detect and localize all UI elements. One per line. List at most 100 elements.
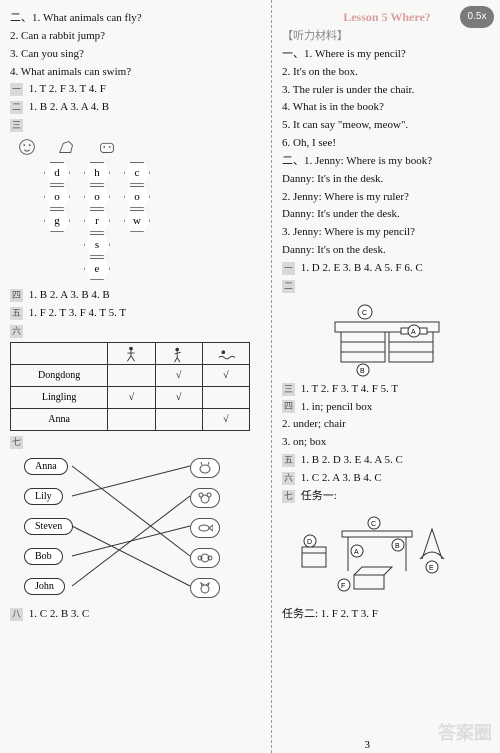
c-1-2 <box>202 387 249 409</box>
row-6: 六 <box>10 324 263 339</box>
hex-w: w <box>124 210 150 232</box>
tag-8: 八 <box>10 608 23 621</box>
match-lines <box>10 454 250 604</box>
r7-row: 七 任务一: <box>282 489 492 504</box>
room-c: C <box>371 521 376 528</box>
r2-tag: 二 <box>282 280 295 293</box>
r6-tag: 六 <box>282 472 295 485</box>
row-7: 七 <box>10 435 263 450</box>
left-column: 二、1. What animals can fly? 2. Can a rabb… <box>0 0 272 753</box>
hex-s: s <box>84 234 110 256</box>
hex-e: e <box>84 258 110 280</box>
r5-tag: 五 <box>282 454 295 467</box>
p1-0: 一、1. Where is my pencil? <box>282 47 492 62</box>
c-1-1: √ <box>155 387 202 409</box>
r7b: 任务二: 1. F 2. T 3. F <box>282 607 492 622</box>
listen-label: 【听力材料】 <box>282 29 492 44</box>
p2-4: 3. Jenny: Where is my pencil? <box>282 225 492 240</box>
hex-g: g <box>44 210 70 232</box>
r7-tag: 七 <box>282 490 295 503</box>
tag-5: 五 <box>10 307 23 320</box>
row-name-0: Dongdong <box>11 365 108 387</box>
p2-1: Danny: It's in the desk. <box>282 172 492 187</box>
c-2-1 <box>155 409 202 431</box>
zoom-badge[interactable]: 0.5x <box>460 6 494 28</box>
page: 二、1. What animals can fly? 2. Can a rabb… <box>0 0 500 753</box>
tag-6: 六 <box>10 325 23 338</box>
hex-d: d <box>44 162 70 184</box>
horse-icon <box>54 136 80 158</box>
desk-c: C <box>362 310 367 317</box>
activity-table: Dongdong √ √ Lingling √ √ Anna √ <box>10 342 250 431</box>
tag-7: 七 <box>10 436 23 449</box>
dog-icon <box>14 136 40 158</box>
r4-tag: 四 <box>282 400 295 413</box>
ans-row-1: 一 1. T 2. F 3. T 4. F <box>10 82 263 97</box>
matching-diagram: Anna Lily Steven Bob John <box>10 454 250 604</box>
c-0-2: √ <box>202 365 249 387</box>
dance-icon <box>121 345 141 363</box>
c-2-0 <box>108 409 155 431</box>
ans-row-2: 二 1. B 2. A 3. A 4. B <box>10 100 263 115</box>
hex-c: c <box>124 162 150 184</box>
p1-2: 3. The ruler is under the chair. <box>282 83 492 98</box>
ans4: 1. B 2. A 3. B 4. B <box>29 289 110 301</box>
p1-5: 6. Oh, I see! <box>282 136 492 151</box>
tag-3: 三 <box>10 119 23 132</box>
tag-2: 二 <box>10 101 23 114</box>
cow-icon <box>94 136 120 158</box>
ans-row-8: 八 1. C 2. B 3. C <box>10 607 263 622</box>
r1-tag: 一 <box>282 262 295 275</box>
c-2-2: √ <box>202 409 249 431</box>
hex-h: h <box>84 162 110 184</box>
row-3: 三 <box>10 118 263 133</box>
hex-o1: o <box>44 186 70 208</box>
ans5: 1. F 2. T 3. F 4. T 5. T <box>29 307 126 319</box>
p2-0: 二、1. Jenny: Where is my book? <box>282 154 492 169</box>
c-0-1: √ <box>155 365 202 387</box>
q2-1: 二、1. What animals can fly? <box>10 11 263 26</box>
r4-row: 四 1. in; pencil box <box>282 400 492 415</box>
r4c: 3. on; box <box>282 435 492 450</box>
r1-row: 一 1. D 2. E 3. B 4. A 5. F 6. C <box>282 261 492 276</box>
honeycomb: d h c o o o g r w s e <box>24 162 204 282</box>
p2-3: Danny: It's under the desk. <box>282 207 492 222</box>
r3-row: 三 1. T 2. F 3. T 4. F 5. T <box>282 382 492 397</box>
ans8: 1. C 2. B 3. C <box>29 608 90 620</box>
room-e: E <box>429 565 434 572</box>
ans-row-4: 四 1. B 2. A 3. B 4. B <box>10 288 263 303</box>
room-f: F <box>341 583 345 590</box>
room-d: D <box>307 539 312 546</box>
desk-a: A <box>411 329 416 336</box>
hex-r: r <box>84 210 110 232</box>
watermark: 答案圈 <box>438 719 492 745</box>
right-column: Lesson 5 Where? 【听力材料】 一、1. Where is my … <box>272 0 500 753</box>
q2-3: 3. Can you sing? <box>10 47 263 62</box>
desk-b: B <box>360 368 365 375</box>
tag-4: 四 <box>10 289 23 302</box>
c-0-0 <box>108 365 155 387</box>
r6: 1. C 2. A 3. B 4. C <box>301 472 382 484</box>
sing-icon <box>169 345 189 363</box>
c-1-0: √ <box>108 387 155 409</box>
animal-icons <box>14 136 263 158</box>
q2-4: 4. What animals can swim? <box>10 65 263 80</box>
p2-2: 2. Jenny: Where is my ruler? <box>282 190 492 205</box>
ans2: 1. B 2. A 3. A 4. B <box>29 101 109 113</box>
swim-icon <box>216 345 236 363</box>
ans1: 1. T 2. F 3. T 4. F <box>29 83 106 95</box>
r4a: 1. in; pencil box <box>301 401 373 413</box>
p1-1: 2. It's on the box. <box>282 65 492 80</box>
r6-row: 六 1. C 2. A 3. B 4. C <box>282 471 492 486</box>
hex-o3: o <box>124 186 150 208</box>
row-name-1: Lingling <box>11 387 108 409</box>
page-number: 3 <box>365 739 371 751</box>
r3-tag: 三 <box>282 383 295 396</box>
tag-1: 一 <box>10 83 23 96</box>
r5-row: 五 1. B 2. D 3. E 4. A 5. C <box>282 453 492 468</box>
r2-row: 二 <box>282 279 492 294</box>
r1: 1. D 2. E 3. B 4. A 5. F 6. C <box>301 262 423 274</box>
hex-o2: o <box>84 186 110 208</box>
ans-row-5: 五 1. F 2. T 3. F 4. T 5. T <box>10 306 263 321</box>
row-name-2: Anna <box>11 409 108 431</box>
